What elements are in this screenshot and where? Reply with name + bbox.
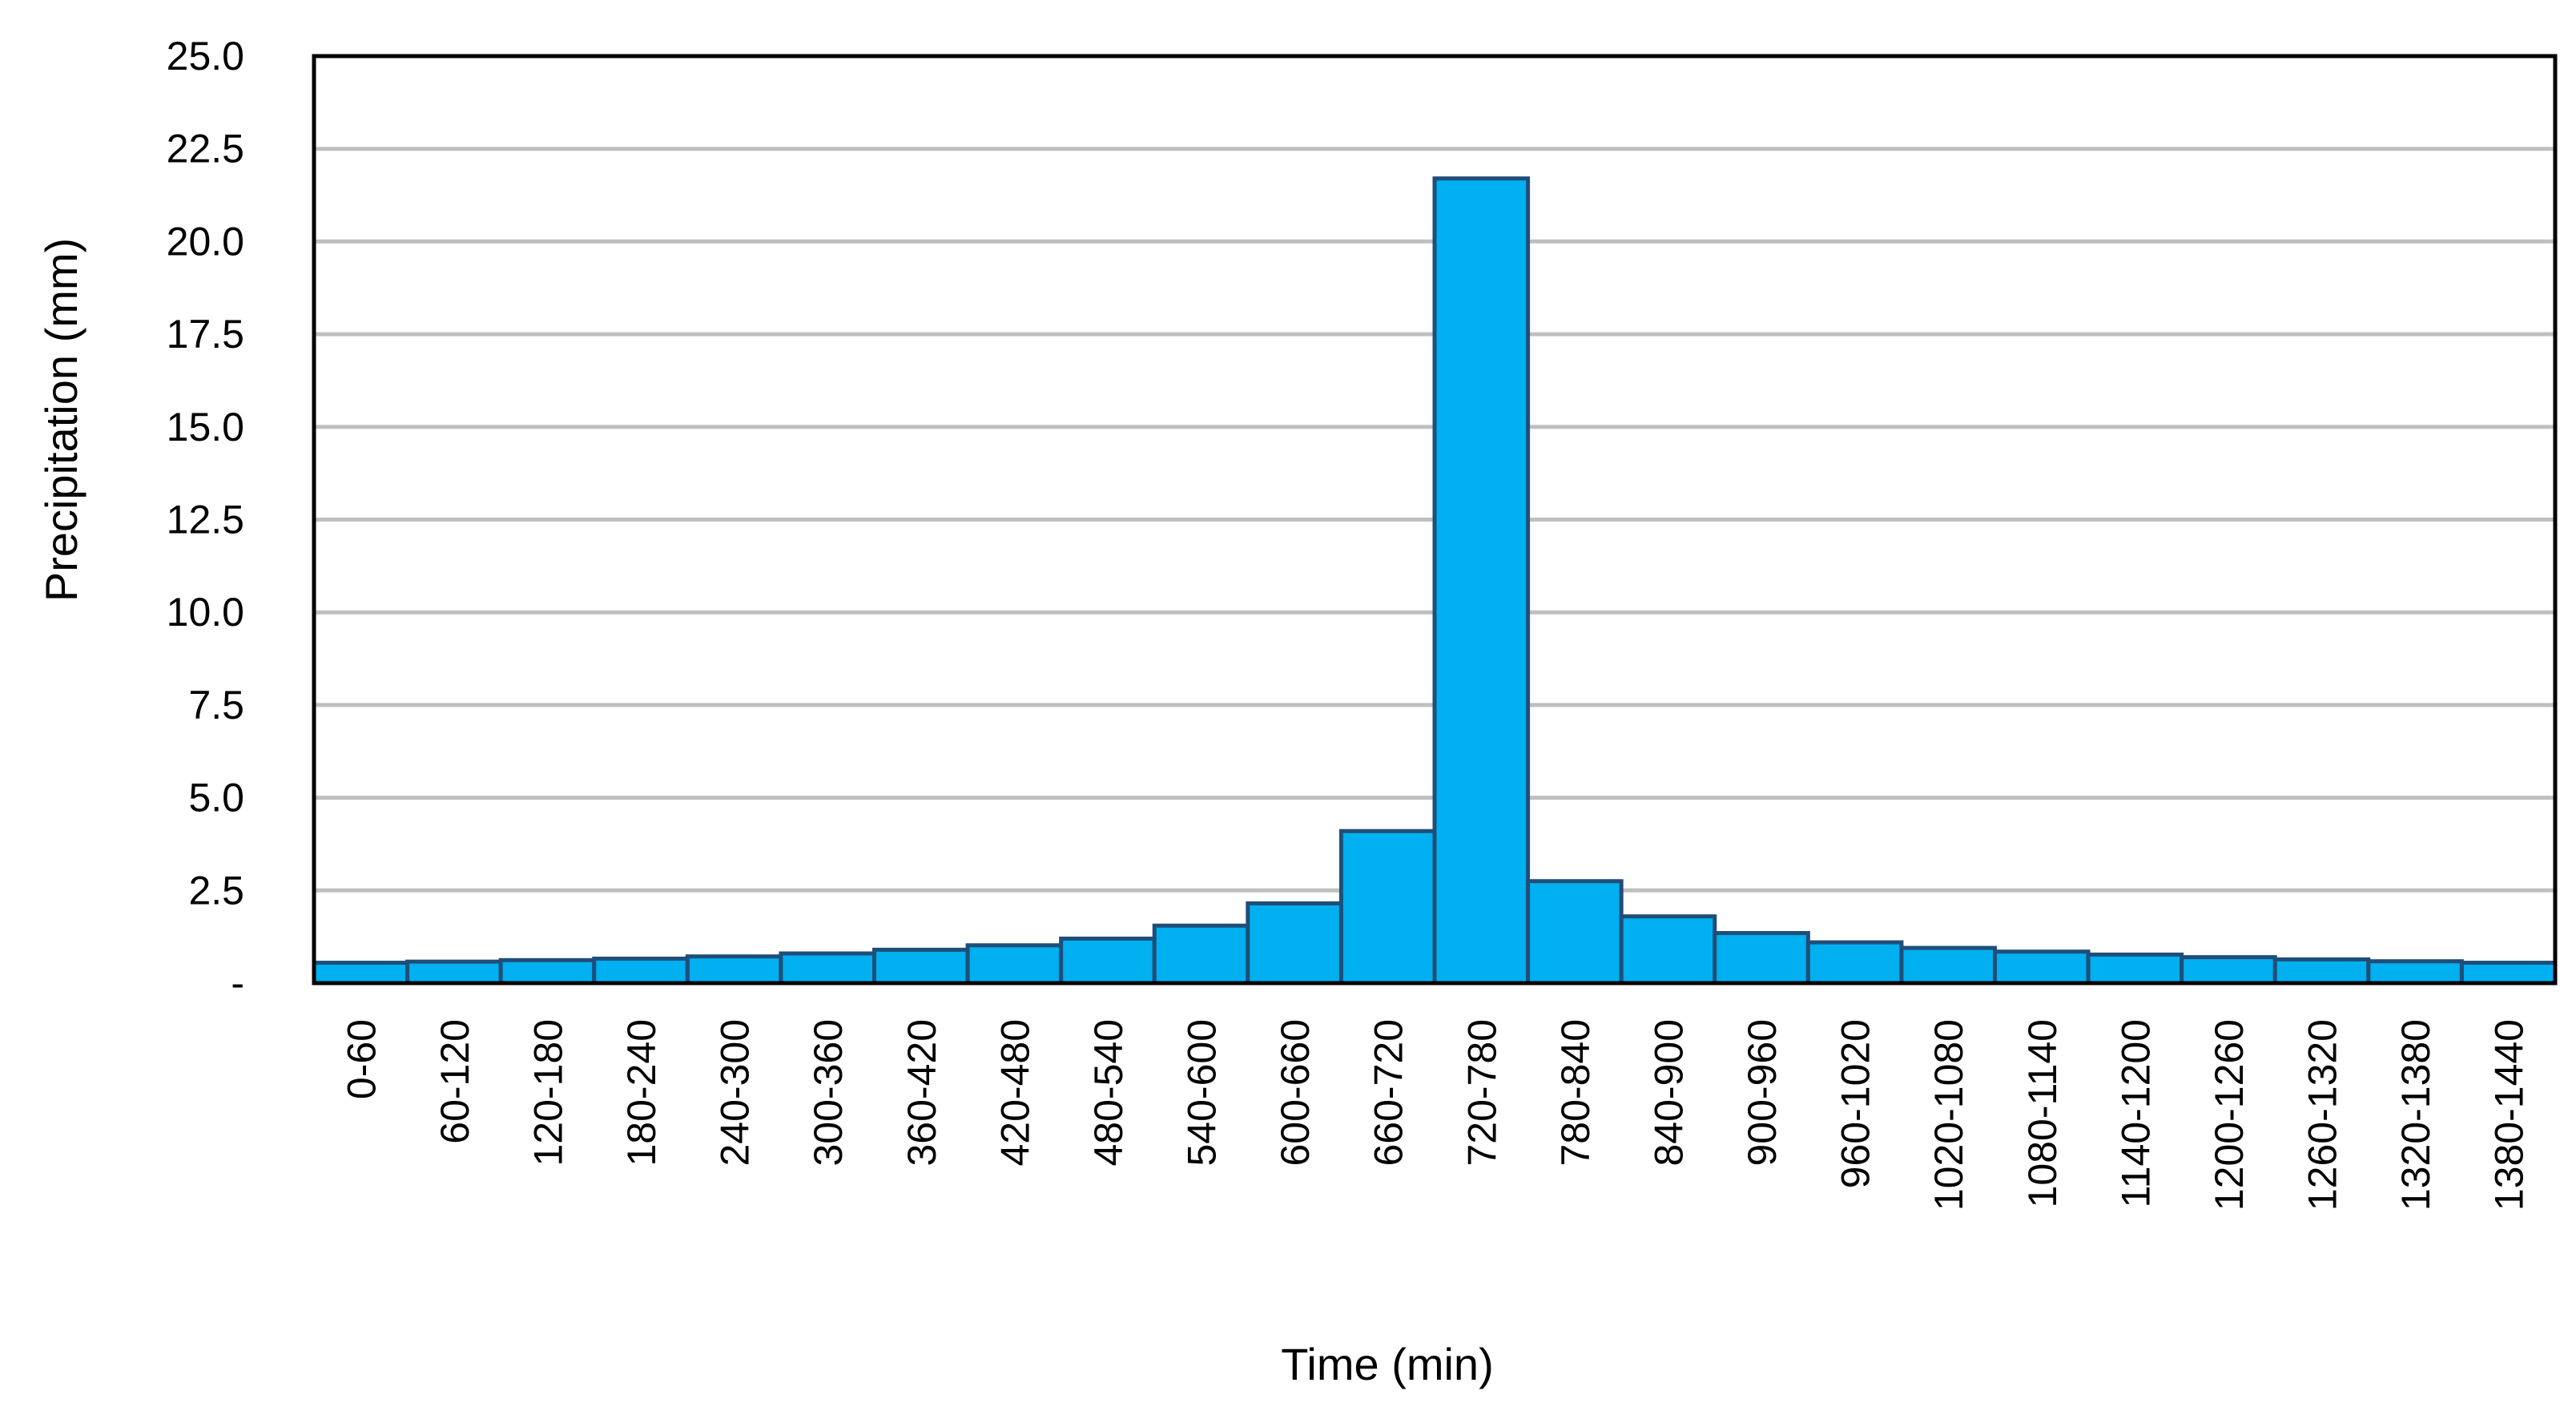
y-tick-label: 17.5 — [167, 312, 244, 357]
x-tick-label: 780-840 — [1553, 1019, 1598, 1167]
x-axis-title: Time (min) — [1281, 1339, 1493, 1389]
bar-900-960 — [1713, 931, 1810, 986]
bar-960-1020 — [1805, 940, 1904, 986]
x-tick-label: 420-480 — [992, 1019, 1037, 1167]
bar-1020-1080 — [1899, 945, 1998, 986]
x-tick-label: 1140-1200 — [2113, 1019, 2158, 1207]
bar-1080-1140 — [1993, 949, 2091, 986]
bar-540-600 — [1152, 923, 1250, 986]
x-tick-label: 720-780 — [1459, 1019, 1504, 1167]
x-tick-label: 0-60 — [339, 1019, 384, 1099]
bar-180-240 — [592, 956, 690, 986]
bar-660-720 — [1338, 828, 1437, 986]
x-tick-label: 480-540 — [1086, 1019, 1131, 1167]
bar-780-840 — [1526, 879, 1624, 986]
bar-120-180 — [498, 957, 597, 986]
bar-60-120 — [405, 959, 503, 986]
bar-1320-1380 — [2366, 959, 2464, 986]
x-tick-label: 1080-1140 — [2020, 1019, 2065, 1207]
bar-480-540 — [1059, 936, 1157, 986]
y-tick-label: 25.0 — [167, 34, 244, 79]
y-tick-label: 7.5 — [188, 683, 244, 728]
bar-840-900 — [1619, 914, 1717, 986]
bar-360-420 — [872, 947, 970, 986]
y-axis-title: Precipitation (mm) — [36, 238, 87, 602]
y-tick-label: - — [231, 961, 244, 1006]
y-tick-label: 5.0 — [188, 776, 244, 820]
y-tick-label: 22.5 — [167, 127, 244, 171]
x-tick-label: 300-360 — [806, 1019, 851, 1167]
bar-600-660 — [1246, 901, 1343, 986]
x-tick-label: 1320-1380 — [2393, 1019, 2438, 1211]
x-tick-label: 1260-1320 — [2300, 1019, 2345, 1211]
x-tick-label: 1200-1260 — [2207, 1019, 2252, 1211]
y-tick-labels: - 2.5 5.0 7.5 10.0 12.5 15.0 17.5 20.0 22.5 25.0 — [167, 34, 244, 1006]
bar-240-300 — [685, 954, 783, 986]
bar-300-360 — [779, 951, 877, 986]
y-tick-label: 10.0 — [167, 590, 244, 635]
x-tick-label: 1020-1080 — [1926, 1019, 1971, 1211]
x-tick-label: 240-300 — [713, 1019, 758, 1167]
y-tick-label: 20.0 — [167, 219, 244, 264]
y-tick-label: 2.5 — [188, 868, 244, 913]
x-tick-label: 1380-1440 — [2487, 1019, 2532, 1211]
bar-1260-1320 — [2272, 957, 2371, 986]
y-tick-label: 15.0 — [167, 405, 244, 449]
x-tick-label: 540-600 — [1180, 1019, 1225, 1167]
x-tick-label: 60-120 — [433, 1019, 477, 1144]
bar-420-480 — [965, 943, 1064, 986]
bar-1380-1440 — [2459, 961, 2558, 986]
x-tick-label: 900-960 — [1740, 1019, 1785, 1167]
x-tick-label: 960-1020 — [1833, 1019, 1878, 1188]
bar-1140-1200 — [2086, 952, 2184, 986]
x-tick-labels: 0-60 60-120 120-180 180-240 240-300 300-360 36… — [339, 1019, 2531, 1211]
x-tick-label: 360-420 — [900, 1019, 944, 1167]
bar-0-60 — [312, 961, 410, 986]
x-tick-label: 660-720 — [1366, 1019, 1411, 1167]
plot-area-border — [312, 54, 2558, 986]
x-tick-label: 840-900 — [1646, 1019, 1691, 1167]
bar-1200-1260 — [2180, 955, 2277, 986]
x-tick-label: 120-180 — [525, 1019, 570, 1167]
bars — [312, 176, 2558, 986]
axes — [312, 54, 2558, 986]
y-tick-label: 12.5 — [167, 498, 244, 542]
x-tick-label: 180-240 — [619, 1019, 664, 1167]
bar-720-780 — [1432, 176, 1531, 986]
x-tick-label: 600-660 — [1273, 1019, 1318, 1167]
